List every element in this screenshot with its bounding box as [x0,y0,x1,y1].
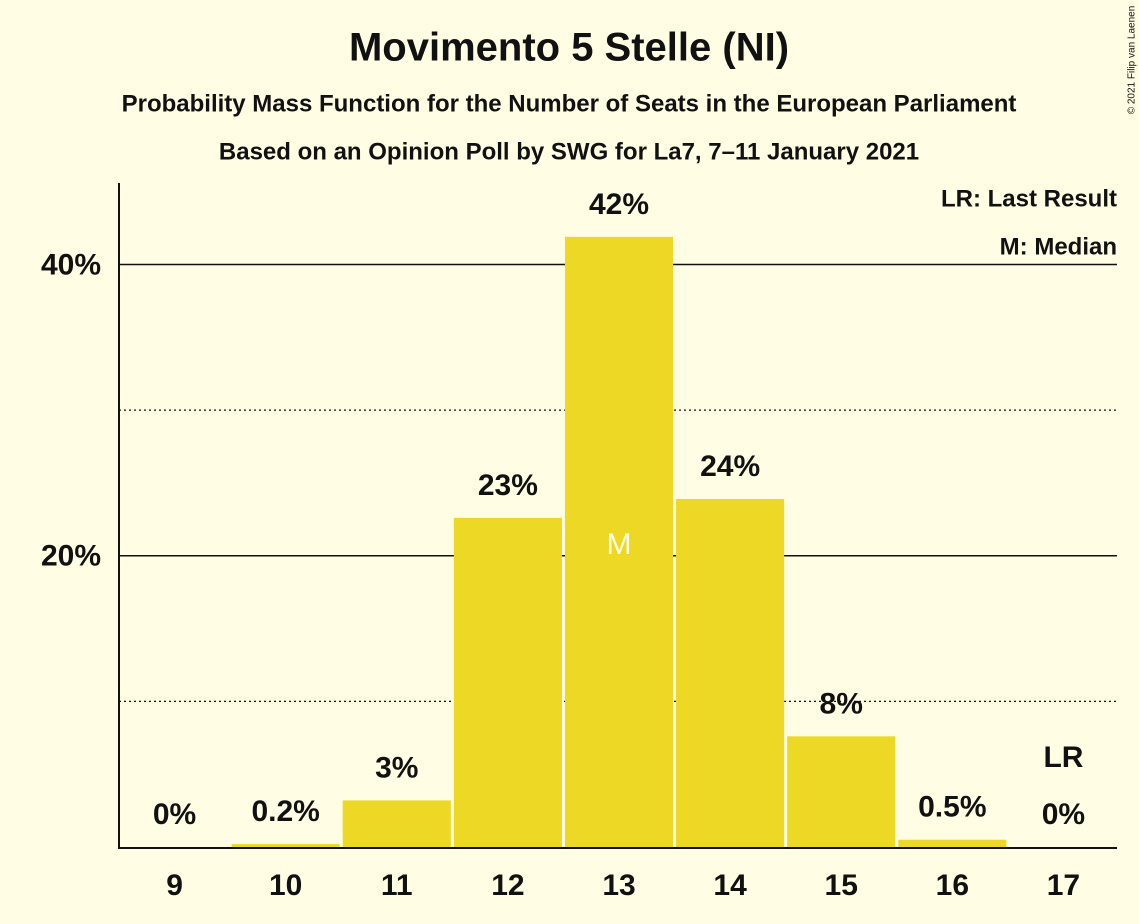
median-marker: M [607,528,632,561]
bars [231,236,1007,847]
bar [676,498,785,847]
bar [787,736,896,847]
y-tick-label: 20% [41,540,101,573]
copyright: © 2021 Filip van Laenen [1127,6,1138,115]
value-label: 8% [820,687,863,720]
bar [231,844,340,847]
x-tick-label: 15 [825,869,858,902]
x-tick-label: 14 [713,869,747,902]
x-tick-label: 10 [269,869,302,902]
x-tick-label: 9 [166,869,183,902]
chart-caption: Based on an Opinion Poll by SWG for La7,… [219,138,919,165]
value-label: 23% [478,469,538,502]
bar [564,236,674,847]
bar [898,839,1007,847]
value-label: 24% [700,450,760,483]
chart-title: Movimento 5 Stelle (NI) [349,26,789,70]
x-tick-label: 17 [1047,869,1080,902]
y-tick-label: 40% [41,248,101,281]
chart-subtitle: Probability Mass Function for the Number… [122,90,1017,117]
value-label: 42% [589,188,649,221]
value-label: 0.5% [918,791,986,824]
value-label: 0% [153,798,196,831]
value-label: 0.2% [251,795,319,828]
x-tick-label: 13 [602,869,635,902]
value-label: 0% [1042,798,1085,831]
x-tick-label: 11 [381,869,413,902]
legend-entry: LR: Last Result [941,185,1117,212]
x-tick-label: 16 [936,869,969,902]
last-result-marker: LR [1043,741,1083,774]
value-label: 3% [375,751,418,784]
bar [453,517,562,847]
bar [342,800,451,847]
legend-entry: M: Median [1000,233,1117,260]
x-tick-label: 12 [491,869,524,902]
